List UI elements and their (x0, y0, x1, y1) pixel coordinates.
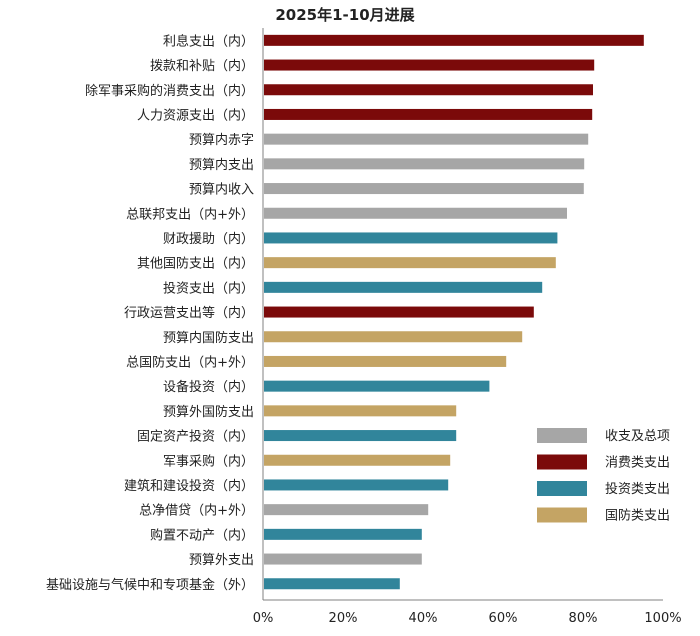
category-label: 总净借贷（内+外） (139, 503, 254, 519)
legend-label: 投资类支出 (605, 481, 670, 497)
category-label: 行政运营支出等（内） (124, 305, 254, 321)
category-label: 预算内国防支出 (163, 330, 254, 346)
category-label: 利息支出（内） (163, 33, 254, 49)
category-label: 设备投资（内） (163, 379, 254, 395)
category-label: 总国防支出（内+外） (126, 354, 254, 370)
bar (264, 430, 457, 442)
bar (264, 553, 422, 565)
category-label: 除军事采购的消费支出（内） (85, 83, 254, 99)
category-label: 其他国防支出（内） (137, 256, 254, 272)
chart-title: 2025年1-10月进展 (275, 6, 414, 24)
bar (264, 355, 507, 367)
category-label: 财政援助（内） (163, 231, 254, 247)
x-tick-label: 100% (644, 611, 681, 626)
category-label: 军事采购（内） (163, 453, 254, 469)
category-label: 投资支出（内） (163, 280, 254, 296)
legend-swatch (537, 507, 587, 523)
bar (264, 158, 585, 170)
bar (264, 331, 523, 343)
category-label: 预算外支出 (189, 553, 254, 568)
bars-layer (264, 34, 644, 590)
category-label: 拨款和补贴（内） (150, 58, 254, 74)
category-label: 预算内赤字 (189, 132, 254, 148)
category-label: 人力资源支出（内） (137, 107, 254, 123)
bar (264, 183, 584, 195)
bar (264, 84, 593, 96)
category-label: 固定资产投资（内） (137, 429, 254, 445)
x-tick-label: 40% (409, 611, 438, 626)
category-labels: 利息支出（内） 拨款和补贴（内） 除军事采购的消费支出（内） 人力资源支出（内） 预算内… (46, 33, 254, 592)
bar (264, 281, 543, 293)
legend-item: 消费类支出 (537, 454, 670, 471)
category-label: 预算外国防支出 (163, 404, 254, 420)
bar (264, 257, 556, 269)
x-tick-label: 60% (489, 611, 518, 626)
legend-label: 国防类支出 (605, 508, 670, 524)
bar (264, 504, 429, 516)
x-tick-label: 0% (253, 611, 274, 626)
category-label: 总联邦支出（内+外） (126, 206, 254, 222)
bar (264, 232, 558, 244)
bar (264, 578, 400, 590)
legend-item: 投资类支出 (537, 481, 670, 497)
bar (264, 133, 589, 145)
x-tick-labels: 0% 20% 40% 60% 80% 100% (253, 611, 682, 626)
legend-swatch (537, 454, 587, 470)
category-label: 购置不动产（内） (150, 527, 254, 543)
bar (264, 207, 567, 219)
bar (264, 108, 593, 120)
bar (264, 479, 449, 491)
legend-item: 国防类支出 (537, 507, 670, 524)
bar (264, 34, 644, 46)
category-label: 基础设施与气候中和专项基金（外） (46, 577, 254, 593)
legend-item: 收支及总项 (537, 428, 670, 444)
x-tick-label: 20% (329, 611, 358, 626)
bar (264, 405, 457, 417)
x-tick-label: 80% (569, 611, 598, 626)
bar (264, 454, 451, 466)
legend-swatch (537, 428, 587, 443)
category-label: 建筑和建设投资（内） (124, 478, 254, 494)
category-label: 预算内收入 (189, 182, 254, 198)
bar (264, 306, 534, 318)
legend-label: 收支及总项 (605, 429, 670, 444)
bar (264, 59, 595, 71)
bar (264, 528, 422, 540)
legend-label: 消费类支出 (605, 456, 670, 471)
legend-swatch (537, 481, 587, 496)
category-label: 预算内支出 (189, 157, 254, 173)
bar (264, 380, 490, 392)
